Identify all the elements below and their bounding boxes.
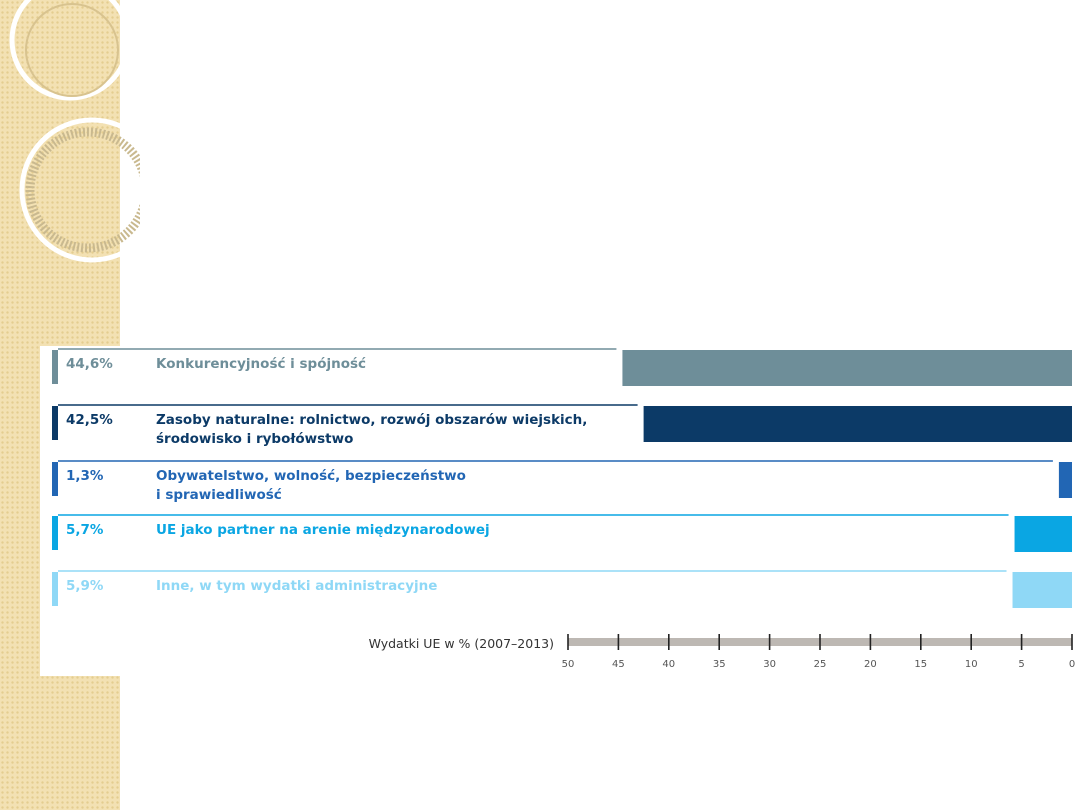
value-label-0: 44,6% [66,356,113,372]
category-label-1-0: Zasoby naturalne: rolnictwo, rozwój obsz… [156,412,587,428]
row-marker-0 [52,350,58,384]
decor-ring-pattern [25,127,140,253]
bar-0 [622,350,1072,386]
row-marker-3 [52,516,58,550]
category-label-0-0: Konkurencyjność i spójność [156,356,366,372]
decorative-rings [9,0,140,263]
bar-3 [1014,516,1072,552]
category-label-2-1: i sprawiedliwość [156,487,282,503]
decor-ring-inner [25,3,119,97]
row-marker-4 [52,572,58,606]
tick-label-50: 50 [562,659,575,670]
tick-label-25: 25 [814,659,827,670]
eu-spending-chart: 44,6% Konkurencyjność i spójność 42,5% Zaso… [52,348,1075,670]
bar-4 [1012,572,1072,608]
value-label-2: 1,3% [66,468,104,484]
tick-label-0: 0 [1069,659,1075,670]
bar-1 [643,406,1072,442]
category-label-4-0: Inne, w tym wydatki administracyjne [156,578,437,594]
tick-label-20: 20 [864,659,877,670]
tick-label-30: 30 [763,659,776,670]
category-label-2-0: Obywatelstwo, wolność, bezpieczeństwo [156,468,466,484]
tick-label-45: 45 [612,659,625,670]
category-label-1-1: środowisko i rybołówstwo [156,431,353,447]
bar-2 [1058,462,1072,498]
row-marker-2 [52,462,58,496]
value-label-1: 42,5% [66,412,113,428]
tick-label-5: 5 [1018,659,1024,670]
value-label-3: 5,7% [66,522,104,538]
tick-label-35: 35 [713,659,726,670]
tick-label-40: 40 [662,659,675,670]
category-label-3-0: UE jako partner na arenie międzynarodowe… [156,522,490,538]
decor-ring-large [9,0,131,101]
chart-panel: 44,6% Konkurencyjność i spójność 42,5% Zaso… [40,346,1080,676]
row-marker-1 [52,406,58,440]
decor-ring-medium [19,117,140,263]
value-label-4: 5,9% [66,578,104,594]
tick-label-10: 10 [965,659,978,670]
tick-label-15: 15 [914,659,927,670]
axis-title: Wydatki UE w % (2007–2013) [369,636,554,651]
